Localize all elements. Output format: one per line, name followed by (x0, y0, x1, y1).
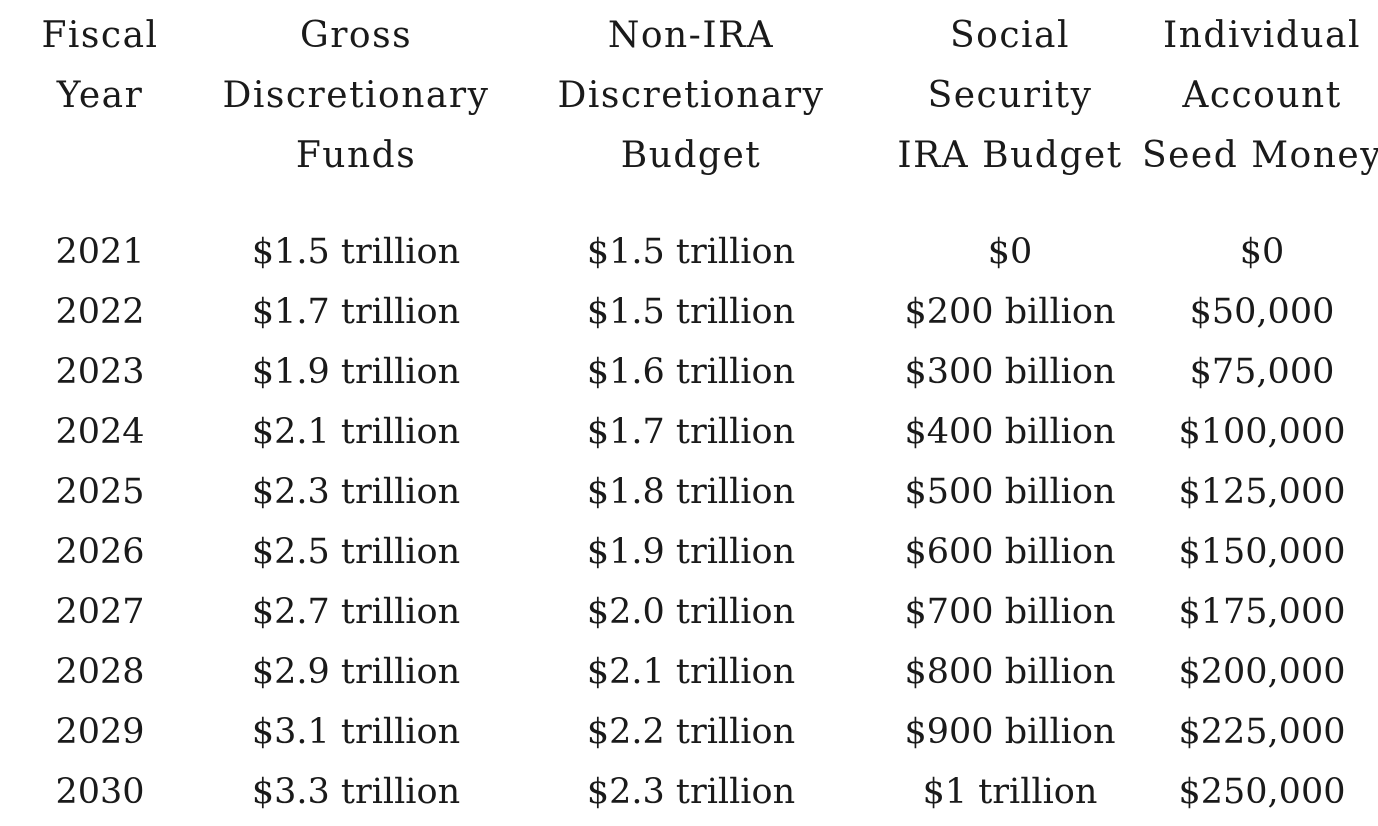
table-cell-non-ira-discretionary-budget: $1.7 trillion (541, 402, 841, 462)
table-cell-individual-account-seed-money: $225,000 (1112, 702, 1378, 762)
table-cell-gross-discretionary-funds: $3.3 trillion (206, 762, 506, 822)
table-cell-gross-discretionary-funds: $3.1 trillion (206, 702, 506, 762)
table-cell-non-ira-discretionary-budget: $2.1 trillion (541, 642, 841, 702)
table-cell-individual-account-seed-money: $125,000 (1112, 462, 1378, 522)
table-cell-gross-discretionary-funds: $2.9 trillion (206, 642, 506, 702)
table-cell-gross-discretionary-funds: $2.1 trillion (206, 402, 506, 462)
column-header-line: Budget (541, 126, 841, 186)
column-header-line: Seed Money (1112, 126, 1378, 186)
table-cell-individual-account-seed-money: $100,000 (1112, 402, 1378, 462)
table-cell-individual-account-seed-money: $200,000 (1112, 642, 1378, 702)
table-cell-non-ira-discretionary-budget: $1.8 trillion (541, 462, 841, 522)
column-header-line: Individual (1112, 6, 1378, 66)
column-header-line: Discretionary (206, 66, 506, 126)
table-cell-individual-account-seed-money: $150,000 (1112, 522, 1378, 582)
table-cell-individual-account-seed-money: $250,000 (1112, 762, 1378, 822)
column-header-line: Account (1112, 66, 1378, 126)
column-header-line: Discretionary (541, 66, 841, 126)
table-cell-gross-discretionary-funds: $1.7 trillion (206, 282, 506, 342)
column-header-individual-account-seed-money: Individual Account Seed Money (1112, 6, 1378, 186)
table-cell-non-ira-discretionary-budget: $2.3 trillion (541, 762, 841, 822)
table-cell-non-ira-discretionary-budget: $2.0 trillion (541, 582, 841, 642)
table-cell-individual-account-seed-money: $175,000 (1112, 582, 1378, 642)
column-header-gross-discretionary-funds: Gross Discretionary Funds (206, 6, 506, 186)
table-cell-gross-discretionary-funds: $2.5 trillion (206, 522, 506, 582)
table-cell-gross-discretionary-funds: $2.7 trillion (206, 582, 506, 642)
column-header-line: Gross (206, 6, 506, 66)
table-cell-non-ira-discretionary-budget: $1.6 trillion (541, 342, 841, 402)
column-header-line: Non-IRA (541, 6, 841, 66)
table-cell-non-ira-discretionary-budget: $2.2 trillion (541, 702, 841, 762)
column-header-line: Funds (206, 126, 506, 186)
table-cell-non-ira-discretionary-budget: $1.5 trillion (541, 282, 841, 342)
column-header-non-ira-discretionary-budget: Non-IRA Discretionary Budget (541, 6, 841, 186)
table-cell-individual-account-seed-money: $75,000 (1112, 342, 1378, 402)
table-cell-gross-discretionary-funds: $1.5 trillion (206, 222, 506, 282)
table-cell-non-ira-discretionary-budget: $1.9 trillion (541, 522, 841, 582)
table-cell-gross-discretionary-funds: $1.9 trillion (206, 342, 506, 402)
table-cell-non-ira-discretionary-budget: $1.5 trillion (541, 222, 841, 282)
table-cell-individual-account-seed-money: $50,000 (1112, 282, 1378, 342)
table-cell-individual-account-seed-money: $0 (1112, 222, 1378, 282)
table-cell-gross-discretionary-funds: $2.3 trillion (206, 462, 506, 522)
